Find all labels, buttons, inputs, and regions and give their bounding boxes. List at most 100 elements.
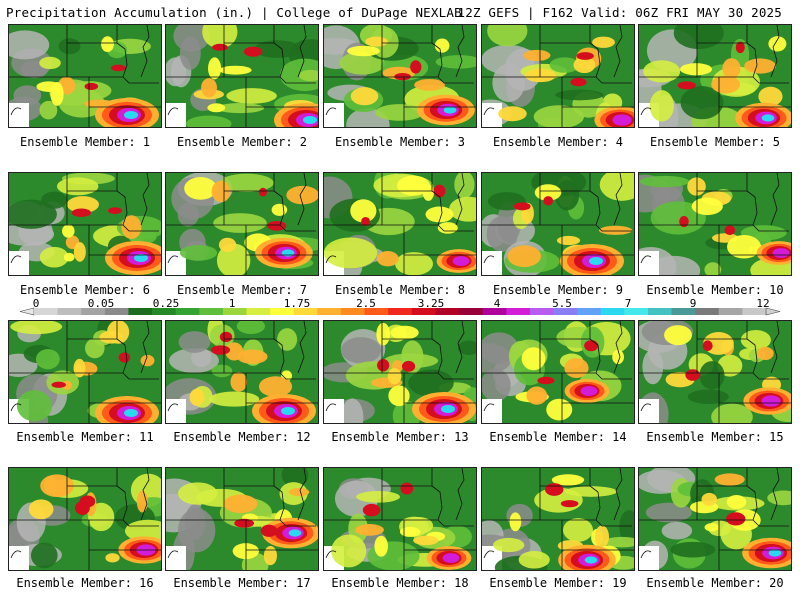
precip-map [166, 173, 318, 275]
colorbar-swatch [317, 308, 342, 315]
colorbar-tick-label: 1.75 [283, 297, 311, 310]
colorbar-tick-label: 7 [624, 297, 632, 310]
precip-map [324, 321, 476, 423]
panel-label: Ensemble Member: 5 [649, 135, 781, 149]
ensemble-map-panel [8, 467, 162, 571]
colorbar-tick-label: 0.05 [87, 297, 115, 310]
ensemble-map-panel [638, 320, 792, 424]
panel-label: Ensemble Member: 9 [492, 283, 624, 297]
panel-label: Ensemble Member: 14 [489, 430, 627, 444]
colorbar-swatch [293, 308, 318, 315]
colorbar-swatch [128, 308, 153, 315]
ensemble-map-panel [8, 172, 162, 276]
ensemble-map-panel [638, 172, 792, 276]
colorbar-swatch [81, 308, 106, 315]
precip-colorbar [19, 307, 781, 316]
colorbar-swatch [246, 308, 271, 315]
ensemble-map-panel [165, 24, 319, 128]
precip-map [324, 25, 476, 127]
colorbar-swatch [742, 308, 767, 315]
ensemble-map-panel [8, 320, 162, 424]
colorbar-swatch [529, 308, 554, 315]
precip-map [482, 321, 634, 423]
colorbar-swatch [388, 308, 413, 315]
precip-map [324, 468, 476, 570]
colorbar-swatch [270, 308, 295, 315]
colorbar-swatch [553, 308, 578, 315]
ensemble-map-panel [638, 24, 792, 128]
ensemble-map-panel [481, 24, 635, 128]
precip-map [9, 173, 161, 275]
colorbar-swatch [718, 308, 743, 315]
colorbar-tick-label: 0.25 [152, 297, 180, 310]
precip-map [166, 25, 318, 127]
panel-label: Ensemble Member: 7 [176, 283, 308, 297]
precip-map [166, 321, 318, 423]
ensemble-map-panel [323, 172, 477, 276]
panel-label: Ensemble Member: 11 [16, 430, 154, 444]
colorbar-swatch [199, 308, 224, 315]
colorbar-swatch [506, 308, 531, 315]
colorbar-swatch [411, 308, 436, 315]
colorbar-swatch [600, 308, 625, 315]
panel-label: Ensemble Member: 2 [176, 135, 308, 149]
panel-label: Ensemble Member: 16 [16, 576, 154, 590]
panel-label: Ensemble Member: 3 [334, 135, 466, 149]
colorbar-swatch [222, 308, 248, 315]
precip-map [482, 173, 634, 275]
panel-label: Ensemble Member: 4 [492, 135, 624, 149]
colorbar-swatch [104, 308, 129, 315]
panel-label: Ensemble Member: 6 [19, 283, 151, 297]
panel-label: Ensemble Member: 18 [331, 576, 469, 590]
colorbar-swatch [695, 308, 720, 315]
precip-map [639, 173, 791, 275]
colorbar-swatch [647, 308, 673, 315]
panel-label: Ensemble Member: 20 [646, 576, 784, 590]
colorbar-swatch [57, 308, 82, 315]
ensemble-map-panel [165, 172, 319, 276]
precip-map [639, 321, 791, 423]
ensemble-map-panel [323, 320, 477, 424]
colorbar-swatch [482, 308, 507, 315]
colorbar-tick-label: 1 [228, 297, 236, 310]
ensemble-map-panel [481, 172, 635, 276]
panel-label: Ensemble Member: 17 [173, 576, 311, 590]
ensemble-map-panel [481, 320, 635, 424]
colorbar-tick-label: 5.5 [552, 297, 572, 310]
precip-map [166, 468, 318, 570]
precip-map [482, 468, 634, 570]
colorbar-swatch [175, 308, 200, 315]
colorbar-swatch [577, 308, 602, 315]
colorbar-tick-label: 9 [689, 297, 697, 310]
precip-map [639, 468, 791, 570]
ensemble-map-panel [165, 320, 319, 424]
panel-label: Ensemble Member: 19 [489, 576, 627, 590]
panel-label: Ensemble Member: 13 [331, 430, 469, 444]
panel-label: Ensemble Member: 1 [19, 135, 151, 149]
ensemble-map-panel [323, 24, 477, 128]
colorbar-swatch [671, 308, 696, 315]
precip-map [9, 321, 161, 423]
precip-map [482, 25, 634, 127]
run-info: 12Z GEFS | F162 Valid: 06Z FRI MAY 30 20… [457, 5, 782, 20]
colorbar-tick-label: 4 [493, 297, 501, 310]
colorbar-tick-label: 12 [756, 297, 770, 310]
precip-map [9, 25, 161, 127]
precip-map [9, 468, 161, 570]
ensemble-map-panel [165, 467, 319, 571]
colorbar-tick-label: 0 [32, 297, 40, 310]
ensemble-map-panel [323, 467, 477, 571]
colorbar-swatch [340, 308, 366, 315]
colorbar-swatch [34, 308, 59, 315]
map-title: Precipitation Accumulation (in.) | Colle… [6, 5, 462, 20]
colorbar-swatch [459, 308, 484, 315]
ensemble-map-panel [481, 467, 635, 571]
precip-map [324, 173, 476, 275]
panel-label: Ensemble Member: 15 [646, 430, 784, 444]
panel-label: Ensemble Member: 8 [334, 283, 466, 297]
colorbar-arrow-right [765, 307, 781, 316]
colorbar-swatch [435, 308, 460, 315]
colorbar-swatch [152, 308, 177, 315]
colorbar-tick-label: 3.25 [417, 297, 445, 310]
colorbar-tick-label: 2.5 [356, 297, 376, 310]
